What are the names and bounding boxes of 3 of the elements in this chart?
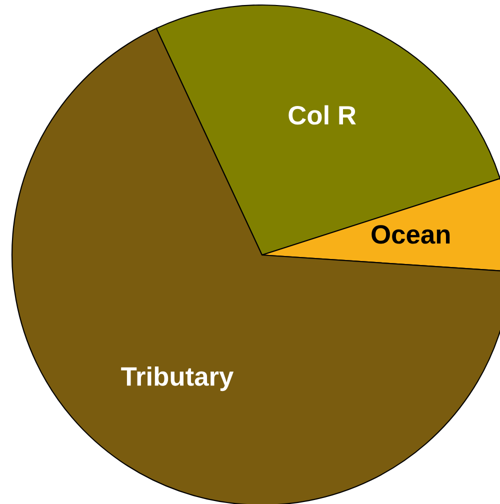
slice-label: Tributary — [121, 366, 234, 392]
slice-label: Ocean — [372, 225, 450, 244]
slice-label: Col R — [288, 105, 356, 125]
